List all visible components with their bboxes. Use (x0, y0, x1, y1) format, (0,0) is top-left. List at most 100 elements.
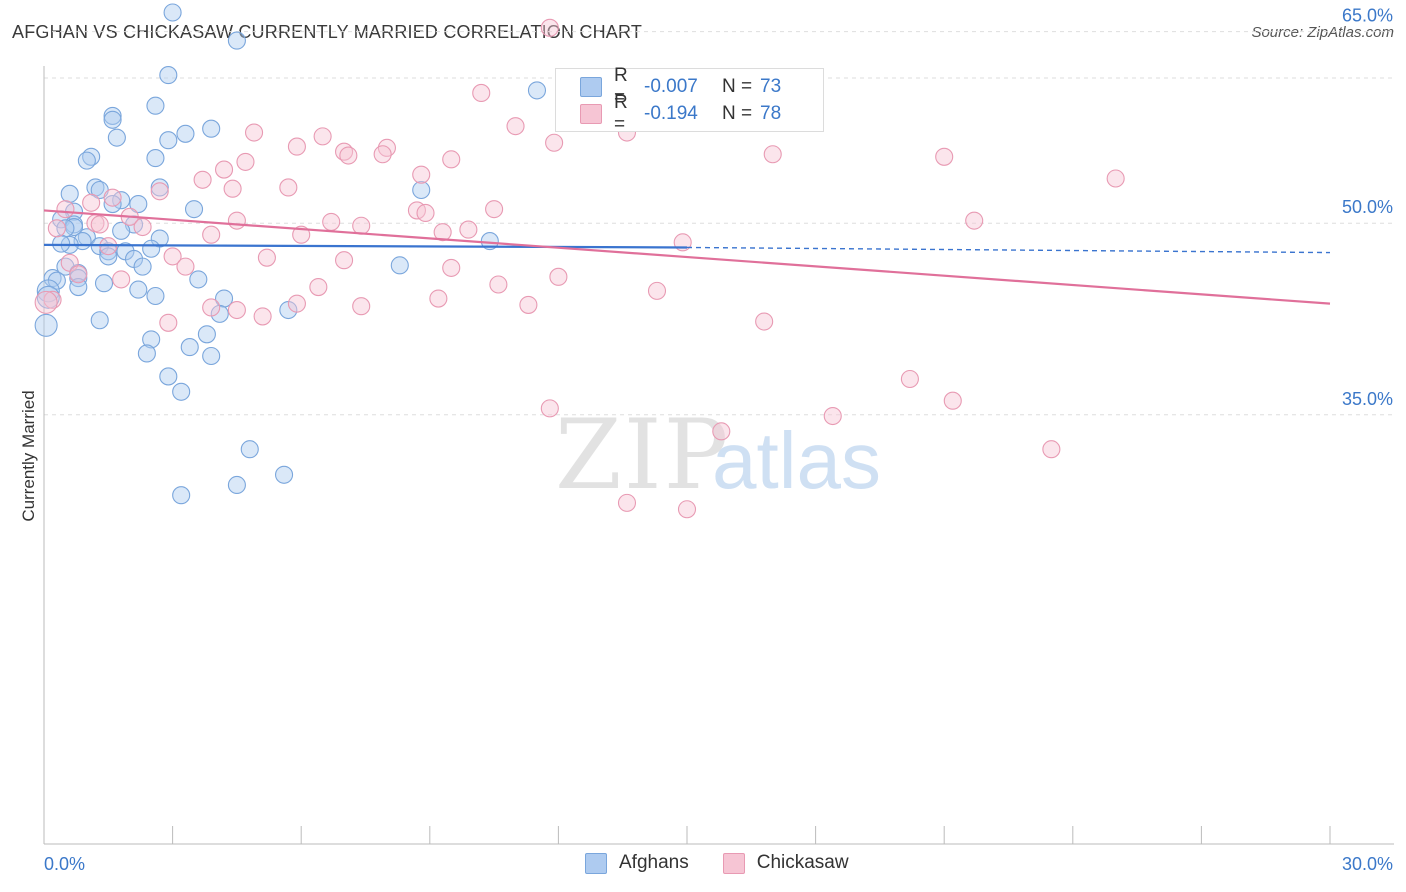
data-point[interactable] (202, 346, 221, 366)
data-point[interactable] (823, 406, 842, 426)
data-point[interactable] (36, 279, 60, 303)
data-point[interactable] (352, 216, 371, 235)
data-point[interactable] (90, 215, 109, 234)
data-point[interactable] (309, 277, 328, 297)
data-point[interactable] (647, 281, 667, 300)
data-point[interactable] (189, 270, 208, 289)
data-point[interactable] (677, 500, 697, 519)
data-point[interactable] (99, 247, 118, 266)
data-point[interactable] (137, 344, 156, 363)
data-point[interactable] (129, 280, 148, 299)
data-point[interactable] (287, 294, 306, 313)
data-point[interactable] (540, 399, 559, 418)
data-point[interactable] (34, 313, 58, 337)
data-point[interactable] (77, 151, 96, 170)
data-point[interactable] (433, 223, 452, 242)
data-point[interactable] (755, 312, 774, 331)
data-point[interactable] (150, 182, 169, 201)
data-point[interactable] (172, 486, 191, 505)
data-point[interactable] (545, 133, 564, 152)
data-point[interactable] (202, 119, 221, 138)
data-point[interactable] (146, 286, 165, 306)
data-point[interactable] (617, 493, 637, 512)
data-point[interactable] (184, 200, 204, 219)
data-point[interactable] (540, 18, 559, 37)
data-point[interactable] (227, 31, 246, 50)
data-point[interactable] (240, 440, 259, 459)
data-point[interactable] (373, 145, 392, 164)
data-point[interactable] (150, 178, 169, 197)
data-point[interactable] (133, 257, 152, 276)
data-point[interactable] (227, 300, 246, 320)
data-point[interactable] (352, 297, 371, 316)
data-point[interactable] (60, 184, 79, 203)
data-point[interactable] (1106, 169, 1125, 188)
data-point[interactable] (472, 83, 491, 102)
data-point[interactable] (1042, 440, 1061, 459)
data-point[interactable] (227, 475, 246, 495)
data-point[interactable] (112, 270, 131, 289)
data-point[interactable] (253, 307, 272, 326)
legend-item-afghans[interactable]: Afghans (585, 852, 689, 874)
data-point[interactable] (900, 369, 919, 389)
data-point[interactable] (176, 124, 195, 143)
data-point[interactable] (69, 265, 88, 284)
data-point[interactable] (506, 117, 525, 136)
data-point[interactable] (202, 225, 221, 244)
legend-item-chickasaw[interactable]: Chickasaw (722, 852, 849, 874)
data-point[interactable] (257, 248, 276, 267)
data-point[interactable] (82, 193, 101, 212)
data-point[interactable] (442, 258, 461, 277)
data-point[interactable] (52, 234, 71, 253)
data-point[interactable] (180, 338, 199, 357)
data-point[interactable] (279, 178, 298, 197)
data-point[interactable] (159, 131, 178, 150)
data-point[interactable] (335, 251, 354, 270)
data-point[interactable] (459, 220, 478, 239)
data-point[interactable] (429, 289, 448, 308)
data-point[interactable] (146, 96, 165, 115)
data-point[interactable] (287, 137, 306, 156)
data-point[interactable] (313, 127, 332, 146)
data-point[interactable] (519, 295, 538, 314)
data-point[interactable] (763, 145, 782, 164)
data-point[interactable] (236, 152, 255, 171)
data-point[interactable] (176, 257, 195, 276)
data-point[interactable] (163, 247, 182, 266)
data-point[interactable] (69, 277, 88, 297)
data-point[interactable] (412, 180, 431, 200)
data-point[interactable] (202, 298, 221, 317)
data-point[interactable] (412, 165, 431, 184)
data-point[interactable] (275, 465, 294, 484)
data-point[interactable] (322, 212, 341, 231)
data-point[interactable] (112, 221, 131, 240)
data-point[interactable] (339, 146, 358, 165)
data-point[interactable] (94, 274, 114, 293)
data-point[interactable] (172, 382, 191, 401)
data-point[interactable] (133, 217, 152, 237)
data-point[interactable] (485, 200, 504, 219)
data-point[interactable] (943, 391, 962, 410)
data-point[interactable] (146, 149, 165, 168)
data-point[interactable] (163, 3, 182, 22)
data-point[interactable] (227, 211, 246, 230)
data-point[interactable] (103, 188, 122, 207)
data-point[interactable] (107, 128, 126, 147)
data-point[interactable] (193, 170, 212, 189)
data-point[interactable] (244, 123, 264, 142)
data-point[interactable] (159, 367, 178, 386)
data-point[interactable] (935, 147, 954, 166)
data-point[interactable] (442, 150, 461, 169)
data-point[interactable] (103, 110, 122, 129)
data-point[interactable] (103, 106, 122, 125)
data-point[interactable] (416, 203, 435, 223)
data-point[interactable] (47, 271, 66, 290)
data-point[interactable] (197, 325, 216, 344)
data-point[interactable] (47, 219, 66, 238)
data-point[interactable] (90, 311, 109, 330)
data-point[interactable] (103, 194, 122, 214)
data-point[interactable] (159, 313, 178, 332)
data-point[interactable] (489, 275, 508, 294)
data-point[interactable] (712, 422, 731, 441)
data-point[interactable] (159, 66, 178, 85)
